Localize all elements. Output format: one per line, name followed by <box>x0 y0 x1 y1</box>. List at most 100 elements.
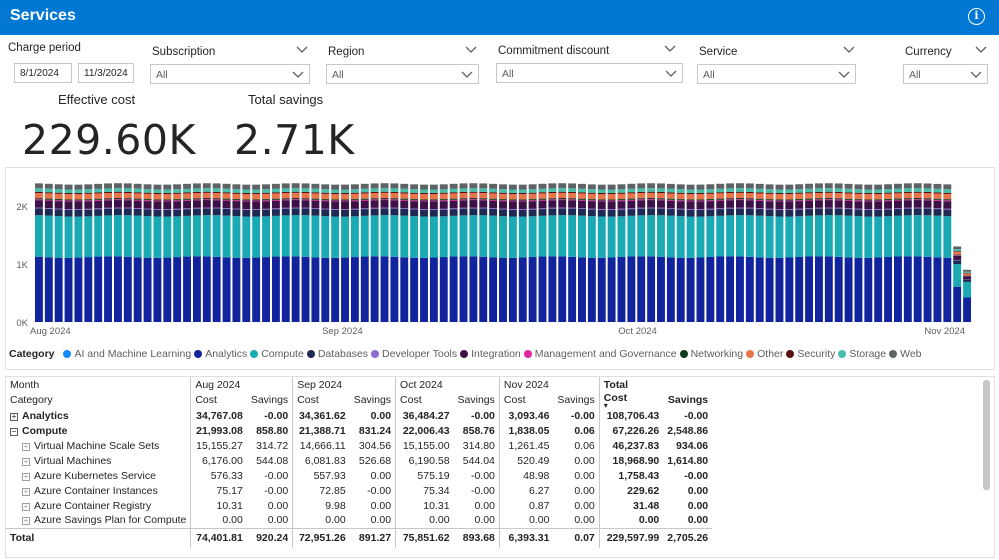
bar-segment-web[interactable] <box>479 183 488 189</box>
bar-segment-analytics[interactable] <box>281 256 290 322</box>
bar-segment-analytics[interactable] <box>222 257 231 322</box>
bar-segment-storage[interactable] <box>568 188 577 192</box>
bar-segment-security[interactable] <box>291 191 300 193</box>
bar-segment-management-and-governance[interactable] <box>370 199 379 201</box>
bar-segment-integration[interactable] <box>192 200 201 208</box>
bar-segment-databases[interactable] <box>74 209 83 217</box>
bar-segment-security[interactable] <box>479 191 488 194</box>
bar-segment-developer-tools[interactable] <box>311 208 320 209</box>
cost-column-header[interactable]: Cost <box>498 392 554 408</box>
bar-segment-security[interactable] <box>459 191 468 194</box>
bar-segment-other[interactable] <box>113 192 122 199</box>
bar-segment-integration[interactable] <box>360 200 369 209</box>
bar-segment-analytics[interactable] <box>587 257 596 322</box>
bar-segment-web[interactable] <box>933 183 942 189</box>
bar-segment-databases[interactable] <box>123 208 132 216</box>
cost-column-header[interactable]: Cost ▾ <box>598 392 664 410</box>
bar-segment-storage[interactable] <box>311 188 320 193</box>
bar-segment-developer-tools[interactable] <box>212 207 221 209</box>
bar-segment-databases[interactable] <box>459 208 468 216</box>
bar-segment-integration[interactable] <box>489 200 498 209</box>
bar-segment-analytics[interactable] <box>647 256 656 322</box>
bar-segment-compute[interactable] <box>94 215 103 257</box>
bar-segment-management-and-governance[interactable] <box>331 200 340 202</box>
bar-segment-web[interactable] <box>785 184 794 190</box>
bar-segment-analytics[interactable] <box>291 256 300 322</box>
bar-segment-compute[interactable] <box>805 215 814 257</box>
bar-segment-storage[interactable] <box>281 188 290 192</box>
bar-segment-security[interactable] <box>449 192 458 194</box>
bar-segment-compute[interactable] <box>291 215 300 257</box>
bar-segment-other[interactable] <box>262 193 270 200</box>
bar-segment-management-and-governance[interactable] <box>913 199 922 201</box>
bar-segment-management-and-governance[interactable] <box>133 199 142 201</box>
bar-segment-analytics[interactable] <box>34 256 43 322</box>
bar-segment-networking[interactable] <box>281 198 290 200</box>
bar-segment-developer-tools[interactable] <box>538 208 547 210</box>
bar-segment-databases[interactable] <box>676 209 685 217</box>
bar-segment-management-and-governance[interactable] <box>489 199 498 201</box>
bar-segment-analytics[interactable] <box>963 297 972 322</box>
bar-segment-analytics[interactable] <box>252 257 261 322</box>
bar-segment-networking[interactable] <box>370 198 379 200</box>
bar-segment-compute[interactable] <box>874 216 883 258</box>
bar-segment-databases[interactable] <box>874 209 883 217</box>
bar-segment-web[interactable] <box>459 183 468 189</box>
bar-segment-analytics[interactable] <box>489 257 498 322</box>
bar-segment-security[interactable] <box>568 191 577 194</box>
bar-segment-integration[interactable] <box>844 200 853 209</box>
bar-segment-databases[interactable] <box>884 209 893 217</box>
bar-segment-other[interactable] <box>696 194 705 200</box>
bar-segment-developer-tools[interactable] <box>923 207 932 209</box>
bar-segment-compute[interactable] <box>499 216 507 258</box>
bar-segment-storage[interactable] <box>587 189 596 193</box>
bar-segment-integration[interactable] <box>123 200 132 208</box>
bar-segment-compute[interactable] <box>508 216 517 258</box>
bar-segment-security[interactable] <box>202 191 211 193</box>
bar-segment-security[interactable] <box>864 193 873 195</box>
bar-segment-security[interactable] <box>222 192 231 194</box>
bar-segment-storage[interactable] <box>84 189 93 193</box>
service-collapse-chevron-icon[interactable] <box>843 46 855 54</box>
bar-segment-compute[interactable] <box>400 215 409 258</box>
bar-segment-compute[interactable] <box>864 216 873 258</box>
bar-segment-databases[interactable] <box>390 208 399 216</box>
bar-segment-databases[interactable] <box>864 209 873 217</box>
bar-segment-databases[interactable] <box>686 209 695 217</box>
bar-segment-networking[interactable] <box>84 199 93 201</box>
bar-segment-storage[interactable] <box>775 189 784 194</box>
bar-segment-security[interactable] <box>686 193 695 195</box>
bar-segment-developer-tools[interactable] <box>262 208 270 210</box>
bar-segment-security[interactable] <box>775 193 784 195</box>
bar-segment-developer-tools[interactable] <box>469 207 478 209</box>
bar-segment-analytics[interactable] <box>824 256 833 322</box>
bar-segment-security[interactable] <box>558 191 567 193</box>
bar-segment-networking[interactable] <box>844 198 853 200</box>
bar-segment-networking[interactable] <box>153 199 162 201</box>
bar-segment-networking[interactable] <box>360 198 369 200</box>
bar-segment-integration[interactable] <box>824 200 833 208</box>
bar-segment-storage[interactable] <box>64 189 73 193</box>
bar-segment-security[interactable] <box>123 191 132 194</box>
bar-segment-management-and-governance[interactable] <box>508 200 517 202</box>
bar-segment-web[interactable] <box>301 183 310 189</box>
bar-segment-networking[interactable] <box>133 198 142 200</box>
bar-segment-management-and-governance[interactable] <box>637 199 646 201</box>
bar-segment-developer-tools[interactable] <box>489 208 498 209</box>
table-row[interactable]: + Virtual Machines 6,176.00 544.08 6,081.83 5… <box>6 453 712 468</box>
bar-segment-developer-tools[interactable] <box>834 207 843 209</box>
bar-segment-storage[interactable] <box>183 188 191 193</box>
bar-segment-databases[interactable] <box>578 209 586 216</box>
bar-segment-databases[interactable] <box>429 209 438 217</box>
bar-segment-management-and-governance[interactable] <box>469 199 478 201</box>
bar-segment-analytics[interactable] <box>271 256 280 322</box>
bar-segment-analytics[interactable] <box>143 257 152 322</box>
bar-segment-compute[interactable] <box>953 263 962 287</box>
bar-segment-analytics[interactable] <box>479 256 488 322</box>
commitment-discount-collapse-chevron-icon[interactable] <box>664 45 676 53</box>
bar-segment-storage[interactable] <box>232 189 241 193</box>
bar-segment-compute[interactable] <box>350 216 359 258</box>
bar-segment-security[interactable] <box>499 192 507 194</box>
bar-segment-networking[interactable] <box>538 198 547 200</box>
bar-segment-databases[interactable] <box>183 209 191 216</box>
